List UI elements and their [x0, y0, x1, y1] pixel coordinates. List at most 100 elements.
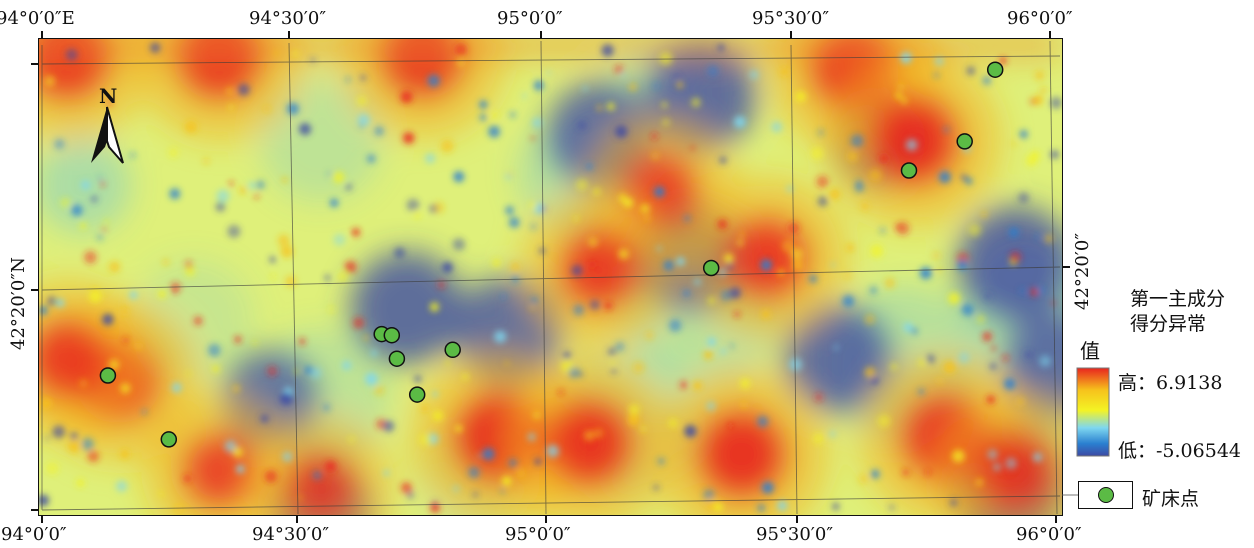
- deposit-point-10[interactable]: [408, 386, 426, 403]
- bottom-lon-label-1: 94°0′0″: [1, 524, 67, 545]
- heatmap-sample-speckle: [623, 197, 633, 208]
- heatmap-sample-speckle: [502, 476, 512, 486]
- heatmap-sample-speckle: [102, 226, 107, 231]
- heatmap-sample-speckle: [442, 262, 453, 273]
- heatmap-sample-speckle: [106, 99, 113, 106]
- heatmap-sample-speckle: [657, 457, 666, 466]
- deposit-point-4[interactable]: [702, 259, 720, 277]
- heatmap-sample-speckle: [1032, 452, 1043, 462]
- heatmap-sample-speckle: [158, 290, 166, 298]
- heatmap-sample-speckle: [119, 449, 130, 459]
- heatmap-sample-speckle: [757, 504, 766, 512]
- heatmap-sample-speckle: [363, 334, 369, 341]
- north-arrow-icon: [91, 106, 124, 164]
- heatmap-sample-speckle: [477, 454, 482, 459]
- deposit-point-6[interactable]: [383, 326, 401, 344]
- heatmap-sample-speckle: [986, 395, 995, 404]
- heatmap-sample-speckle: [628, 404, 640, 416]
- heatmap-sample-speckle: [817, 129, 824, 136]
- heatmap-sample-speckle: [120, 383, 131, 394]
- heatmap-sample-speckle: [421, 404, 429, 413]
- heatmap-sample-speckle: [573, 304, 585, 316]
- heatmap-sample-speckle: [938, 171, 951, 184]
- heatmap-sample-speckle: [676, 257, 685, 266]
- heatmap-sample-speckle: [653, 485, 659, 490]
- heatmap-sample-speckle: [304, 366, 313, 375]
- deposit-point-9[interactable]: [99, 367, 117, 384]
- heatmap-sample-speckle: [684, 425, 697, 438]
- heatmap-sample-speckle: [795, 91, 807, 103]
- heatmap-sample-speckle: [39, 494, 49, 507]
- deposit-point-11[interactable]: [160, 431, 178, 448]
- heatmap-sample-speckle: [777, 269, 785, 276]
- heatmap-sample-speckle: [860, 201, 870, 211]
- heatmap-sample-speckle: [588, 237, 598, 247]
- heatmap-sample-speckle: [1025, 351, 1032, 358]
- heatmap-sample-speckle: [352, 317, 365, 329]
- deposit-point-3[interactable]: [900, 162, 918, 179]
- heatmap-sample-speckle: [692, 381, 703, 391]
- heatmap-sample-speckle: [452, 485, 460, 492]
- heatmap-sample-speckle: [777, 500, 788, 511]
- heatmap-sample-speckle: [254, 193, 259, 199]
- heatmap-sample-speckle: [162, 259, 169, 266]
- longitude-line-94-30: [288, 42, 299, 515]
- heatmap-sample-speckle: [454, 43, 467, 56]
- legend-high-label: 高：6.9138: [1118, 372, 1223, 394]
- latitude-line-south: [41, 495, 1061, 511]
- heatmap-layer: [39, 39, 1062, 515]
- heatmap-sample-speckle: [936, 377, 944, 385]
- heatmap-sample-speckle: [41, 398, 52, 409]
- deposit-point-1[interactable]: [986, 61, 1004, 78]
- heatmap-sample-speckle: [663, 260, 674, 271]
- heatmap-sample-speckle: [596, 104, 603, 112]
- heatmap-sample-speckle: [760, 259, 772, 271]
- heatmap-sample-speckle: [1019, 288, 1026, 294]
- heatmap-sample-speckle: [584, 430, 595, 441]
- heatmap-sample-speckle: [789, 358, 802, 371]
- heatmap-sample-speckle: [729, 343, 734, 349]
- heatmap-sample-speckle: [761, 481, 774, 494]
- heatmap-sample-speckle: [337, 271, 348, 282]
- heatmap-sample-speckle: [360, 74, 367, 81]
- heatmap-sample-speckle: [583, 86, 588, 91]
- heatmap-sample-speckle: [614, 65, 624, 74]
- deposit-point-7[interactable]: [388, 350, 406, 367]
- heatmap-sample-speckle: [1050, 150, 1059, 159]
- heatmap-sample-speckle: [46, 296, 57, 307]
- heatmap-sample-speckle: [911, 327, 918, 335]
- heatmap-sample-speckle: [901, 98, 908, 104]
- heatmap-sample-speckle: [455, 425, 463, 432]
- legend-deposit-label: 矿床点: [1142, 488, 1200, 510]
- heatmap-sample-speckle: [65, 48, 78, 61]
- heatmap-sample-speckle: [864, 367, 876, 378]
- heatmap-sample-speckle: [720, 348, 726, 354]
- heatmap-high-anomaly-16: [180, 432, 259, 510]
- heatmap-sample-speckle: [858, 473, 869, 484]
- heatmap-sample-speckle: [84, 250, 97, 264]
- heatmap-sample-speckle: [607, 347, 616, 356]
- latitude-line-north: [41, 55, 1061, 65]
- heatmap-high-anomaly-17: [284, 451, 358, 515]
- heatmap-sample-speckle: [832, 502, 840, 511]
- heatmap-sample-speckle: [729, 287, 741, 299]
- heatmap-sample-speckle: [490, 110, 499, 119]
- heatmap-sample-speckle: [934, 56, 945, 67]
- deposit-point-8[interactable]: [444, 341, 461, 359]
- heatmap-sample-speckle: [659, 52, 673, 65]
- heatmap-sample-speckle: [122, 337, 129, 344]
- heatmap-sample-speckle: [510, 261, 521, 272]
- heatmap-sample-speckle: [277, 234, 290, 247]
- heatmap-sample-speckle: [248, 181, 256, 190]
- heatmap-sample-speckle: [981, 211, 987, 217]
- heatmap-sample-speckle: [90, 195, 98, 203]
- deposit-points: [99, 61, 1004, 448]
- heatmap-sample-speckle: [1015, 396, 1025, 407]
- heatmap-sample-speckle: [461, 373, 469, 381]
- heatmap-sample-speckle: [129, 291, 138, 300]
- heatmap-sample-speckle: [739, 378, 751, 389]
- heatmap-sample-speckle: [333, 233, 346, 246]
- deposit-point-2[interactable]: [956, 133, 973, 150]
- heatmap-sample-speckle: [297, 495, 303, 500]
- heatmap-sample-speckle: [719, 156, 727, 164]
